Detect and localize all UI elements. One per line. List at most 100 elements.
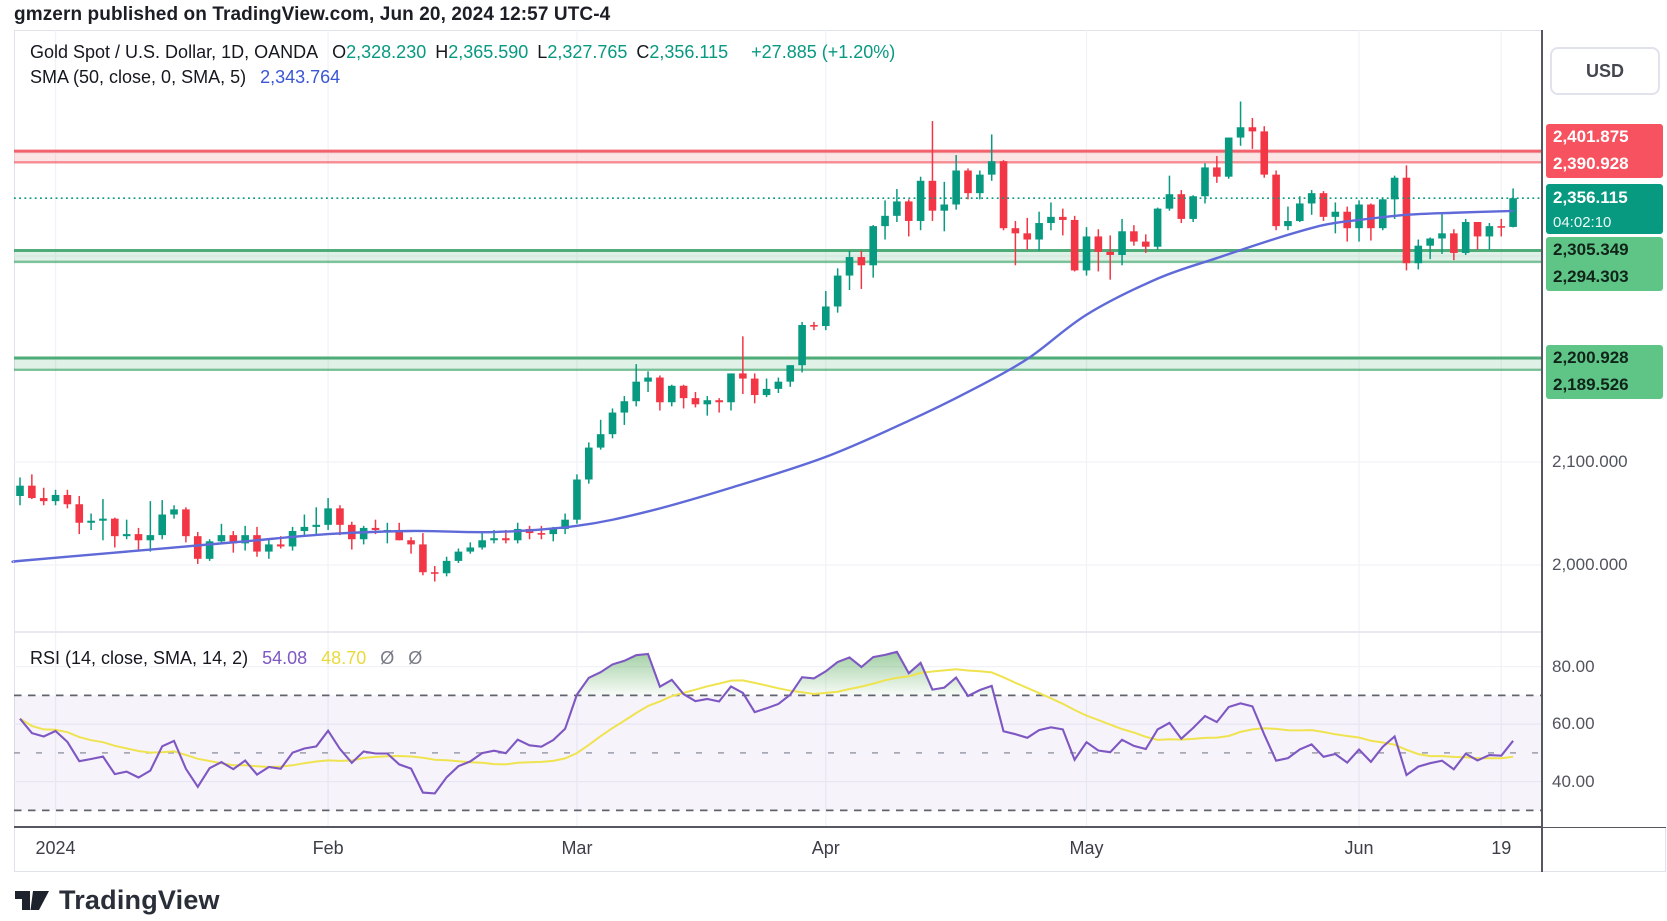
candle-body <box>324 508 332 525</box>
candle-body <box>1473 222 1482 237</box>
price-grid-label: 2,100.000 <box>1552 452 1628 471</box>
candle-body <box>1414 245 1423 264</box>
candle-body <box>205 541 214 559</box>
candle-body <box>1035 223 1043 240</box>
ohlc-l-value: L2,327.765 <box>537 42 628 62</box>
sma-legend-row[interactable]: SMA (50, close, 0, SMA, 5) 2,343.764 <box>30 67 349 88</box>
candle-body <box>715 400 723 403</box>
time-scale[interactable]: 2024 Feb Mar Apr May Jun 19 <box>14 829 1666 872</box>
candle-body <box>1248 127 1257 132</box>
candle-body <box>1082 236 1091 271</box>
symbol-legend-row[interactable]: Gold Spot / U.S. Dollar, 1D, OANDA O2,32… <box>30 42 904 63</box>
rsi-overbought-fill <box>789 651 968 696</box>
candle-body <box>1509 198 1517 227</box>
rsi-band-fill <box>14 695 1542 811</box>
candle-body <box>833 275 842 307</box>
candle-body <box>16 485 24 496</box>
candle-body <box>632 381 640 402</box>
candle-body <box>419 544 427 573</box>
candle-body <box>774 381 783 389</box>
time-label-19: 19 <box>1491 838 1512 858</box>
change-value: +27.885 (+1.20%) <box>751 42 896 62</box>
candle-body <box>1426 238 1434 246</box>
candle-body <box>786 365 795 382</box>
candle-body <box>253 535 261 552</box>
candle-body <box>193 536 202 559</box>
candle-body <box>620 401 629 413</box>
candle-body <box>122 534 131 537</box>
candle-body <box>276 544 285 547</box>
time-label-jun: Jun <box>1344 838 1374 858</box>
rsi-grid-label: 80.00 <box>1552 656 1595 676</box>
support-price-labels-1-row: 2,305.349 <box>1553 240 1629 260</box>
candle-body <box>940 204 949 211</box>
candle-body <box>999 161 1008 229</box>
candle-body <box>1141 241 1150 247</box>
candle-body <box>359 527 368 540</box>
candlestick-series <box>16 101 1517 582</box>
symbol-title: Gold Spot / U.S. Dollar, 1D, OANDA <box>30 42 319 62</box>
publish-attribution: gmzern published on TradingView.com, Jun… <box>14 4 611 25</box>
candle-body <box>1011 228 1020 234</box>
last-price-value: 2,356.115 <box>1553 187 1628 207</box>
candle-body <box>952 170 960 205</box>
candle-body <box>1106 251 1114 255</box>
candle-body <box>229 535 238 544</box>
candle-body <box>964 170 972 194</box>
candle-body <box>1272 174 1280 227</box>
resistance-price-labels-row: 2,390.928 <box>1553 154 1629 173</box>
candle-body <box>1153 208 1162 247</box>
currency-toggle-button[interactable]: USD <box>1550 47 1660 95</box>
candle-body <box>1047 216 1055 224</box>
rsi-legend-row[interactable]: RSI (14, close, SMA, 14, 2) 54.08 48.70 … <box>30 648 431 669</box>
candle-body <box>727 373 735 403</box>
rsi-signal-value: 48.70 <box>321 648 367 668</box>
candle-body <box>1236 127 1245 138</box>
candle-body <box>656 377 664 403</box>
candle-body <box>1319 193 1328 217</box>
candle-body <box>134 534 143 541</box>
support-price-labels-1-row: 2,294.303 <box>1553 267 1629 287</box>
tradingview-logo-text: TradingView <box>59 884 220 915</box>
candle-body <box>1070 219 1079 271</box>
tradingview-logo-icon <box>15 891 49 910</box>
rsi-grid-label: 60.00 <box>1552 714 1595 734</box>
candle-body <box>798 325 806 366</box>
rsi-overbought-fill <box>724 686 745 696</box>
candle-body <box>691 398 700 405</box>
candle-body <box>845 257 854 276</box>
support-price-labels-2: 2,200.928 2,189.526 <box>1546 344 1663 399</box>
candle-body <box>750 378 759 396</box>
candle-body <box>1343 211 1351 229</box>
candle-body <box>1450 233 1458 253</box>
rsi-grid-label: 40.00 <box>1552 771 1595 791</box>
candle-body <box>1118 231 1126 255</box>
candle-body <box>371 527 380 530</box>
candle-body <box>182 509 190 537</box>
candle-body <box>241 535 249 544</box>
candle-body <box>857 257 866 266</box>
bar-countdown: 04:02:10 <box>1553 214 1612 232</box>
ohlc-o-value: O2,328.230 <box>332 42 427 62</box>
resistance-price-labels: 2,401.875 2,390.928 <box>1546 123 1663 178</box>
candle-body <box>822 306 830 327</box>
candle-body <box>703 400 712 405</box>
tradingview-logo[interactable]: TradingView <box>14 884 220 916</box>
candle-body <box>1224 137 1233 177</box>
candle-body <box>502 538 510 541</box>
candle-body <box>1378 199 1387 229</box>
price-scale[interactable]: 2,100.000 2,000.000 80.00 60.00 40.00 2,401.8… <box>1543 30 1666 827</box>
candle-body <box>1485 226 1494 237</box>
ohlc-h-value: H2,365.590 <box>435 42 529 62</box>
candle-body <box>312 524 321 527</box>
candle-body <box>1130 231 1138 242</box>
candle-body <box>644 377 652 382</box>
time-label-2024: 2024 <box>35 838 76 858</box>
candle-body <box>762 388 771 396</box>
candle-body <box>336 508 344 525</box>
candle-body <box>99 518 107 521</box>
sma-value: 2,343.764 <box>260 67 341 87</box>
candle-body <box>881 215 889 227</box>
candle-body <box>1296 203 1304 221</box>
